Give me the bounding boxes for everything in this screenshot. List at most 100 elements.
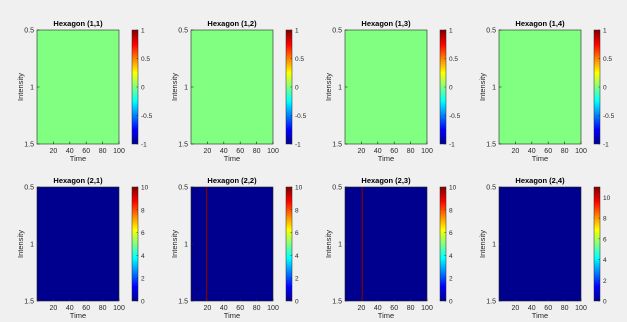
colorbar-tick-label: 10 (141, 185, 149, 192)
colorbar-gradient (285, 186, 293, 302)
x-tick-label: 40 (66, 148, 74, 155)
colorbar-tick-label: 10 (449, 185, 457, 192)
y-tick-label: 1 (30, 85, 34, 92)
subplot-title: Hexagon (2,1) (53, 176, 103, 185)
colorbar-tick-label: 6 (449, 230, 453, 237)
colorbar: -1 -0.5 0 0.5 1 (131, 28, 153, 149)
x-tick-label: 20 (204, 305, 212, 312)
y-tick-label: 1.5 (486, 299, 496, 306)
x-tick-label: 60 (544, 305, 552, 312)
subplot-title: Hexagon (1,4) (515, 19, 565, 28)
x-tick-label: 40 (374, 305, 382, 312)
heatmap-image (191, 187, 273, 301)
colorbar-tick-label: 10 (603, 195, 611, 202)
colorbar-tick-label: 6 (295, 230, 299, 237)
colorbar-tick-label: 0 (449, 85, 453, 92)
colorbar-tick-label: -1 (141, 142, 147, 149)
y-tick-label: 1.5 (24, 142, 34, 149)
y-tick-label: 1.5 (332, 299, 342, 306)
colorbar-gradient (439, 186, 447, 302)
x-tick-label: 20 (358, 305, 366, 312)
x-axis-label: Time (70, 311, 86, 320)
y-tick-label: 1 (184, 85, 188, 92)
colorbar-tick-label: 6 (603, 236, 607, 243)
y-tick-label: 1 (338, 242, 342, 249)
y-tick-label: 0.5 (332, 28, 342, 35)
x-tick-label: 100 (267, 305, 279, 312)
x-tick-label: 40 (66, 305, 74, 312)
x-tick-label: 100 (421, 148, 433, 155)
y-tick-label: 1 (338, 85, 342, 92)
colorbar-tick-label: 0 (603, 85, 607, 92)
colorbar-tick-label: 2 (603, 278, 607, 285)
subplot-title: Hexagon (1,2) (207, 19, 257, 28)
x-tick-label: 60 (390, 305, 398, 312)
x-tick-label: 60 (82, 305, 90, 312)
x-tick-label: 80 (253, 148, 261, 155)
subplot-2: 20 40 60 80 100 0.5 1 1.5 Hexagon (1,2) Time Inten… (170, 19, 307, 163)
x-tick-label: 40 (220, 305, 228, 312)
colorbar-tick-label: 1 (141, 28, 145, 35)
colorbar-tick-label: 6 (141, 230, 145, 237)
y-tick-label: 0.5 (24, 28, 34, 35)
colorbar-tick-label: 4 (295, 253, 299, 260)
colorbar: 0 2 4 6 8 10 (285, 185, 303, 306)
x-axis-label: Time (224, 311, 240, 320)
y-axis-label: Intensity (478, 73, 487, 101)
y-tick-label: 0.5 (486, 185, 496, 192)
x-tick-label: 40 (374, 148, 382, 155)
colorbar-tick-label: -1 (295, 142, 301, 149)
colorbar-tick-label: 4 (449, 253, 453, 260)
colorbar-tick-label: 0 (295, 85, 299, 92)
x-tick-label: 80 (407, 305, 415, 312)
subplot-title: Hexagon (1,1) (53, 19, 103, 28)
x-tick-label: 60 (390, 148, 398, 155)
x-axis-label: Time (70, 154, 86, 163)
x-tick-label: 40 (528, 148, 536, 155)
heatmap-image (345, 187, 427, 301)
colorbar-tick-label: 2 (449, 276, 453, 283)
colorbar: 0 2 4 6 8 10 (439, 185, 457, 306)
y-tick-label: 0.5 (332, 185, 342, 192)
x-axis-label: Time (378, 311, 394, 320)
x-tick-label: 100 (575, 305, 587, 312)
subplot-title: Hexagon (2,2) (207, 176, 257, 185)
y-tick-label: 1.5 (24, 299, 34, 306)
x-tick-label: 80 (253, 305, 261, 312)
x-axis-label: Time (532, 154, 548, 163)
y-tick-label: 0.5 (178, 28, 188, 35)
colorbar-tick-label: 1 (603, 28, 607, 35)
colorbar-tick-label: 0 (603, 299, 607, 306)
colorbar-tick-label: 8 (603, 216, 607, 223)
x-tick-label: 40 (528, 305, 536, 312)
colorbar-tick-label: 0 (141, 299, 145, 306)
x-axis-label: Time (224, 154, 240, 163)
colorbar-tick-label: 0.5 (449, 56, 458, 63)
colorbar-tick-label: -0.5 (295, 113, 307, 120)
colorbar-tick-label: 0.5 (141, 56, 150, 63)
colorbar-tick-label: -1 (449, 142, 455, 149)
colorbar-tick-label: 1 (449, 28, 453, 35)
colorbar-tick-label: 0 (295, 299, 299, 306)
colorbar-tick-label: -0.5 (141, 113, 153, 120)
colorbar-tick-label: 4 (603, 257, 607, 264)
heatmap-image (191, 30, 273, 144)
x-tick-label: 100 (575, 148, 587, 155)
colorbar-tick-label: 8 (295, 207, 299, 214)
heatmap-line (205, 187, 208, 301)
colorbar-tick-label: 0 (449, 299, 453, 306)
subplot-title: Hexagon (2,3) (361, 176, 411, 185)
y-tick-label: 1.5 (332, 142, 342, 149)
x-tick-label: 60 (544, 148, 552, 155)
subplot-3: 20 40 60 80 100 0.5 1 1.5 Hexagon (1,3) Time Inten… (324, 19, 461, 163)
subplot-title: Hexagon (2,4) (515, 176, 565, 185)
y-axis-label: Intensity (170, 230, 179, 258)
x-tick-label: 60 (236, 148, 244, 155)
colorbar: -1 -0.5 0 0.5 1 (439, 28, 461, 149)
x-tick-label: 60 (82, 148, 90, 155)
